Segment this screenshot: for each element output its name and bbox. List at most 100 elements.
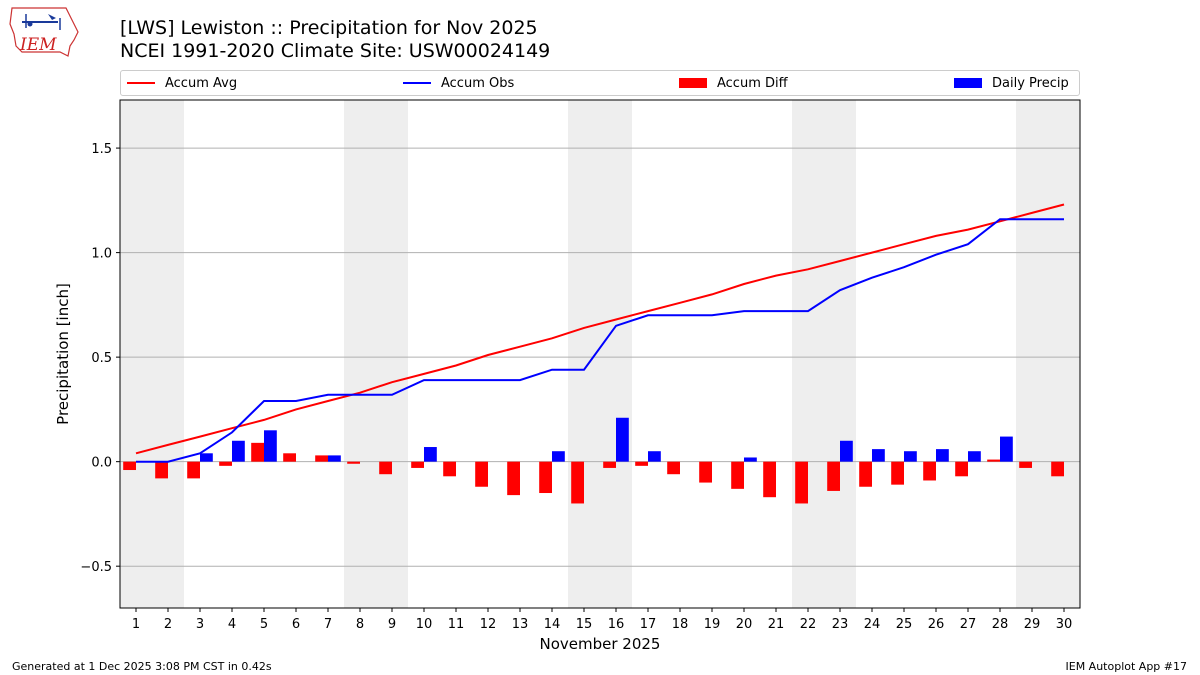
bar-daily-precip <box>904 451 917 462</box>
x-tick-label: 2 <box>164 617 172 632</box>
legend-label: Daily Precip <box>992 75 1069 91</box>
bar-accum-diff <box>603 461 616 468</box>
bar-accum-diff <box>123 461 136 471</box>
x-tick-label: 30 <box>1056 617 1073 632</box>
x-tick-label: 6 <box>292 617 300 632</box>
bar-daily-precip <box>232 440 245 462</box>
legend-swatch <box>403 82 431 84</box>
app-credit: IEM Autoplot App #17 <box>1065 660 1188 673</box>
bar-accum-diff <box>379 461 392 475</box>
legend-swatch <box>127 82 155 84</box>
bar-daily-precip <box>424 447 437 462</box>
x-tick-label: 9 <box>388 617 396 632</box>
line-accum-avg <box>135 203 1065 455</box>
legend-item-daily-precip: Daily Precip <box>954 71 1069 95</box>
y-tick-label: 0.0 <box>91 456 112 471</box>
legend-item-accum-obs: Accum Obs <box>403 71 514 95</box>
x-tick-label: 12 <box>480 617 497 632</box>
x-tick-label: 16 <box>608 617 625 632</box>
x-tick-label: 21 <box>768 617 785 632</box>
bar-daily-precip <box>200 453 213 462</box>
bar-accum-diff <box>987 459 1000 462</box>
legend: Accum Avg Accum Obs Accum Diff Daily Pre… <box>120 70 1080 96</box>
bar-accum-diff <box>635 461 648 466</box>
x-tick-label: 24 <box>864 617 881 632</box>
bar-accum-diff <box>155 461 168 479</box>
x-tick-label: 17 <box>640 617 657 632</box>
x-tick-label: 4 <box>228 617 236 632</box>
bar-accum-diff <box>507 461 520 496</box>
x-tick-label: 29 <box>1024 617 1041 632</box>
bar-accum-diff <box>283 453 296 462</box>
weekend-band <box>120 100 184 608</box>
bar-accum-diff <box>923 461 936 481</box>
bar-accum-diff <box>1051 461 1064 477</box>
bar-accum-diff <box>1019 461 1032 468</box>
x-tick-label: 3 <box>196 617 204 632</box>
generated-timestamp: Generated at 1 Dec 2025 3:08 PM CST in 0… <box>12 660 272 673</box>
bar-accum-diff <box>859 461 872 487</box>
bar-accum-diff <box>347 461 360 464</box>
bar-daily-precip <box>936 449 949 462</box>
plot-frame <box>119 99 1081 609</box>
y-tick-label: 0.5 <box>91 351 112 366</box>
line-accum-obs <box>136 218 1064 463</box>
legend-swatch <box>954 78 982 88</box>
legend-label: Accum Avg <box>165 75 238 91</box>
legend-label: Accum Obs <box>441 75 515 91</box>
x-tick-label: 25 <box>896 617 913 632</box>
bar-accum-diff <box>475 461 488 487</box>
bar-accum-diff <box>763 461 776 498</box>
bar-daily-precip <box>648 451 661 462</box>
bar-accum-diff <box>955 461 968 477</box>
x-tick-label: 8 <box>356 617 364 632</box>
bar-daily-precip <box>872 449 885 462</box>
bar-accum-diff <box>251 442 264 462</box>
bar-accum-diff <box>891 461 904 485</box>
x-tick-label: 11 <box>448 617 465 632</box>
bar-daily-precip <box>1000 436 1013 462</box>
x-tick-label: 22 <box>800 617 817 632</box>
x-tick-label: 27 <box>960 617 977 632</box>
chart-subtitle: NCEI 1991-2020 Climate Site: USW00024149 <box>120 40 551 62</box>
x-tick-label: 7 <box>324 617 332 632</box>
x-tick-label: 13 <box>512 617 529 632</box>
weekend-band <box>344 100 408 608</box>
bar-accum-diff <box>571 461 584 504</box>
bar-accum-diff <box>667 461 680 475</box>
bar-daily-precip <box>840 440 853 462</box>
bar-daily-precip <box>264 430 277 462</box>
legend-item-accum-avg: Accum Avg <box>127 71 237 95</box>
bar-accum-diff <box>539 461 552 494</box>
bar-accum-diff <box>219 461 232 466</box>
bar-accum-diff <box>411 461 424 468</box>
bar-accum-diff <box>795 461 808 504</box>
bar-daily-precip <box>616 417 629 462</box>
x-tick-label: 5 <box>260 617 268 632</box>
legend-label: Accum Diff <box>717 75 788 91</box>
x-tick-label: 18 <box>672 617 689 632</box>
y-axis-label: Precipitation [inch] <box>54 283 72 425</box>
legend-item-accum-diff: Accum Diff <box>679 71 788 95</box>
x-tick-label: 15 <box>576 617 593 632</box>
x-axis-label: November 2025 <box>540 635 661 653</box>
chart-title: [LWS] Lewiston :: Precipitation for Nov … <box>120 17 538 39</box>
x-tick-label: 19 <box>704 617 721 632</box>
bar-accum-diff <box>315 455 328 462</box>
logo-text: IEM <box>19 35 57 55</box>
bar-accum-diff <box>827 461 840 491</box>
y-tick-label: −0.5 <box>80 560 112 575</box>
x-tick-label: 10 <box>416 617 433 632</box>
bar-daily-precip <box>552 451 565 462</box>
y-tick-label: 1.5 <box>91 142 112 157</box>
bar-accum-diff <box>731 461 744 489</box>
x-tick-label: 14 <box>544 617 561 632</box>
x-tick-label: 28 <box>992 617 1009 632</box>
x-tick-label: 23 <box>832 617 849 632</box>
bar-daily-precip <box>968 451 981 462</box>
bar-accum-diff <box>443 461 456 477</box>
bar-accum-diff <box>187 461 200 479</box>
iem-logo: IEM <box>9 7 79 57</box>
weekend-band <box>1016 100 1080 608</box>
